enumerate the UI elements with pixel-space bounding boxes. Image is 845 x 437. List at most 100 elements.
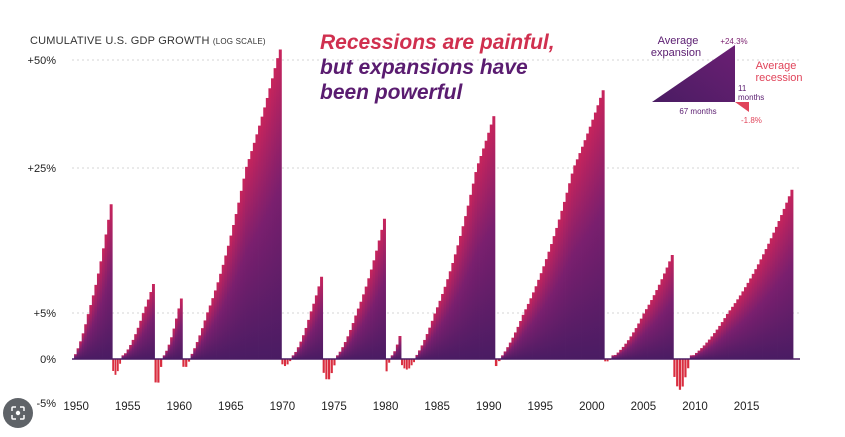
legend-recession-label-2: recession — [755, 72, 802, 84]
expansion-bar — [200, 328, 204, 359]
expansion-bar — [309, 311, 313, 359]
expansion-bar — [547, 251, 551, 359]
recession-bar — [604, 359, 607, 362]
expansion-bar — [418, 350, 421, 359]
x-tick-label: 1975 — [321, 401, 347, 413]
expansion-bar — [149, 292, 153, 359]
expansion-bar — [484, 140, 488, 359]
grid-lines — [72, 59, 800, 314]
expansion-bar — [234, 214, 238, 359]
recession-bar — [119, 359, 122, 364]
legend-expansion-label-1: Average — [658, 35, 699, 47]
expansion-bar — [356, 308, 360, 359]
x-tick-label: 2015 — [734, 401, 760, 413]
recession-bar — [684, 359, 687, 378]
legend-recession-label-1: Average — [756, 60, 797, 72]
expansion-bar — [423, 339, 427, 359]
expansion-bar — [511, 337, 515, 359]
x-tick-label: 1995 — [527, 401, 553, 413]
expansion-bar — [258, 125, 262, 360]
expansion-bar — [420, 345, 424, 359]
expansion-bar — [476, 163, 480, 359]
expansion-bar — [552, 236, 556, 359]
expansion-bar — [96, 273, 100, 359]
recession-bar — [401, 359, 403, 366]
x-tick-label: 1955 — [115, 401, 141, 413]
chart-title-scale: (LOG SCALE) — [212, 37, 266, 46]
recession-bar — [182, 359, 185, 367]
expansion-bar — [772, 232, 776, 359]
expansion-bar — [415, 354, 419, 359]
bars-layer — [74, 49, 794, 390]
expansion-bar — [459, 235, 462, 359]
expansion-bar — [715, 329, 719, 359]
expansion-bar — [720, 322, 724, 359]
recession-bar — [112, 359, 115, 371]
expansion-bar — [74, 354, 77, 359]
expansion-bar — [780, 215, 784, 359]
expansion-bar — [448, 271, 452, 359]
expansion-bar — [588, 126, 592, 359]
expansion-bar — [639, 318, 643, 359]
expansion-bar — [581, 146, 585, 359]
y-tick-label: +5% — [34, 308, 57, 320]
expansion-bar — [785, 202, 789, 359]
expansion-bar — [260, 116, 264, 359]
expansion-bar — [575, 159, 579, 359]
expansion-bar — [247, 159, 251, 359]
expansion-bar — [121, 355, 125, 359]
expansion-bar — [364, 286, 368, 359]
expansion-bar — [542, 266, 546, 359]
recession-bar — [405, 359, 408, 370]
expansion-bar — [372, 260, 376, 359]
expansion-bar — [109, 204, 113, 359]
expansion-bar — [637, 323, 641, 359]
expansion-bar — [446, 279, 450, 359]
recession-bar — [330, 359, 333, 374]
expansion-bar — [532, 292, 536, 359]
expansion-bar — [744, 287, 747, 359]
expansion-bar — [190, 353, 194, 359]
expansion-bar — [751, 273, 755, 359]
expansion-bar — [390, 355, 394, 359]
expansion-bar — [774, 226, 778, 359]
expansion-bar — [725, 313, 729, 359]
expansion-bar — [474, 172, 478, 359]
expansion-bar — [601, 90, 605, 360]
expansion-bar — [94, 284, 98, 359]
expansion-bar — [213, 290, 217, 359]
expansion-bar — [312, 303, 316, 359]
expansion-bar — [273, 68, 277, 359]
expansion-bar — [107, 219, 111, 359]
expansion-bar — [398, 336, 402, 359]
expansion-bar — [632, 332, 636, 359]
expansion-bar — [629, 336, 633, 359]
expansion-bar — [395, 344, 399, 359]
expansion-bar — [663, 273, 667, 359]
expansion-bar — [141, 313, 145, 359]
expansion-bar — [787, 196, 791, 359]
expansion-bar — [226, 245, 230, 359]
expansion-bar — [634, 328, 638, 359]
expansion-bar — [211, 298, 215, 359]
expansion-bar — [304, 327, 308, 359]
expansion-bar — [624, 343, 628, 359]
lens-icon[interactable] — [3, 398, 33, 428]
expansion-bar — [195, 342, 199, 359]
expansion-bar — [593, 112, 597, 359]
expansion-bar — [762, 254, 766, 359]
legend-recession-duration-1: 11 — [738, 84, 747, 93]
expansion-bar — [245, 166, 249, 359]
recession-bar — [673, 359, 676, 377]
expansion-bar — [219, 273, 223, 359]
recession-bar — [322, 359, 325, 373]
expansion-bar — [375, 250, 379, 359]
expansion-bar — [291, 355, 295, 359]
headline: Recessions are painful, but expansions h… — [320, 30, 555, 105]
expansion-bar — [369, 269, 373, 359]
expansion-bar — [131, 339, 135, 359]
expansion-bar — [81, 333, 85, 359]
expansion-bar — [700, 348, 704, 359]
legend-expansion-label-2: expansion — [651, 47, 701, 59]
expansion-bar — [276, 58, 280, 360]
